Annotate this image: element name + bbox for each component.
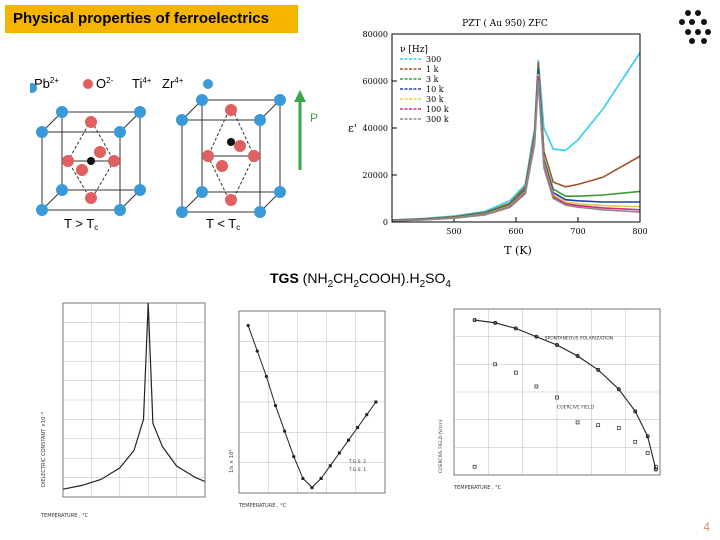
c3-point [645, 451, 650, 455]
c3-point [575, 354, 580, 359]
c3-point [555, 342, 559, 347]
c2-point [356, 425, 360, 429]
pzt-ylabel: ε' [348, 122, 357, 135]
c3-point [472, 464, 477, 469]
pzt-legend-label: 10 k [426, 85, 444, 94]
pzt-legend-label: 1 k [426, 65, 439, 74]
legend-ti: Ti4+ [132, 76, 152, 91]
pzt-legend-label: 300 k [426, 115, 449, 124]
c2-point [255, 349, 259, 353]
pzt-title: PZT ( Au 950) ZFC [462, 18, 548, 29]
c2-point [310, 486, 314, 490]
c3-point [555, 395, 559, 400]
polarization-label: P [310, 111, 318, 125]
c3-point [472, 318, 477, 323]
c1-ylabel: DIELECTRIC CONSTANT ×10⁻³ [41, 412, 47, 487]
c3-annotation: COERCIVE FIELD [557, 405, 595, 411]
c2-series-line [311, 401, 377, 488]
c2-point [292, 455, 296, 459]
c3-annotation: SPONTANEOUS POLARIZATION [545, 335, 613, 341]
slide-title: Physical properties of ferroelectrics [5, 5, 298, 33]
c2-point [246, 323, 250, 328]
c3-point [596, 423, 601, 428]
logo-dots-icon [679, 10, 711, 44]
pzt-xlabel: T (K) [504, 244, 532, 257]
c3-point [645, 434, 650, 439]
pzt-ytick-label: 0 [383, 218, 388, 227]
c2-point [365, 413, 369, 417]
c2-point [264, 374, 268, 379]
pzt-ytick-label: 60000 [363, 77, 388, 86]
legend-o: O2- [96, 76, 114, 91]
c3-point [654, 464, 658, 469]
c3-series-line [474, 319, 657, 470]
tgs-polarization-coercive-chart: SPONTANEOUS POLARIZATION COERCIVE FIELD CO… [438, 308, 661, 491]
c3-point [513, 370, 518, 375]
pzt-plot-frame [391, 33, 641, 223]
label-below-tc: T < Tc [206, 216, 240, 232]
c3-point [493, 362, 498, 367]
c2-point [319, 476, 323, 480]
tgs-label: TGS [270, 270, 299, 286]
pzt-permittivity-chart: PZT ( Au 950) ZFC ε' T (K) ν [Hz] 0 20000… [348, 18, 648, 257]
perovskite-diagram: Pb2+ O2- Ti4+ Zr4+ [30, 76, 318, 232]
c3-point [616, 426, 621, 430]
c2-point [301, 476, 305, 481]
pzt-series-line [391, 80, 641, 222]
polarization-arrow-icon [294, 90, 306, 170]
pzt-legend-label: 30 k [426, 95, 444, 104]
c3-point [633, 409, 638, 414]
pzt-xtick-label: 800 [632, 227, 647, 236]
c3-ylabel: COERCIVE FIELD (V/cm) [438, 419, 444, 473]
legend-pb: Pb2+ [34, 76, 59, 91]
c3-xlabel: TEMPERATURE , °C [453, 485, 502, 491]
c2-point [273, 404, 278, 408]
c3-point [575, 420, 580, 425]
pzt-legend-label: 100 k [426, 105, 449, 114]
c1-series-line [62, 302, 206, 490]
c3-point [633, 439, 638, 444]
c1-xlabel: TEMPERATURE , °C [40, 513, 89, 519]
c3-point [534, 384, 539, 389]
label-above-tc: T > Tc [64, 216, 98, 232]
tgs-inverse-permittivity-chart: T.G.S. 2 T.G.S. 1 1/ε × 10⁴ TEMPERATURE , °… [229, 310, 386, 509]
page-number: 4 [703, 520, 710, 534]
c3-point [493, 320, 498, 325]
c3-point [513, 326, 518, 331]
tgs-formula: TGS (NH2CH2COOH).H2SO4 [270, 270, 451, 290]
pzt-ytick-label: 20000 [363, 171, 388, 180]
c3-point [534, 334, 539, 339]
c2-legend-label: T.G.S. 1 [348, 467, 366, 473]
c2-xlabel: TEMPERATURE , °C [238, 503, 287, 509]
c2-point [337, 451, 341, 455]
tgs-dielectric-constant-chart: DIELECTRIC CONSTANT ×10⁻³ TEMPERATURE , °… [40, 302, 206, 519]
pzt-xtick-label: 600 [508, 227, 523, 236]
c2-point [347, 438, 350, 442]
pzt-legend-label: 3 k [426, 75, 439, 84]
pzt-xtick-label: 700 [570, 227, 585, 236]
c3-point [596, 367, 601, 372]
pzt-xtick-label: 500 [446, 227, 461, 236]
c2-series-line [247, 325, 313, 488]
pzt-ytick-label: 80000 [363, 30, 388, 39]
cell2-atoms [176, 94, 286, 218]
legend-zr: Zr4+ [162, 76, 184, 91]
c2-legend-label: T.G.S. 2 [348, 459, 366, 465]
c3-point [616, 387, 621, 392]
pzt-ytick-label: 40000 [363, 124, 388, 133]
c2-point [374, 400, 378, 404]
pzt-legend-label: 300 [426, 55, 441, 64]
c2-point [328, 464, 332, 468]
c2-point [283, 429, 287, 433]
pzt-legend-title: ν [Hz] [400, 45, 428, 55]
c2-ylabel: 1/ε × 10⁴ [229, 450, 235, 473]
cell1-atoms [36, 106, 146, 216]
